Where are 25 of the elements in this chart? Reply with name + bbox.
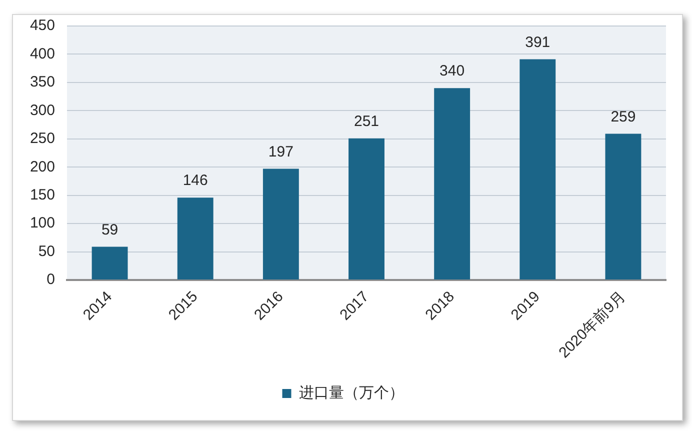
y-tick-label: 50 (38, 242, 55, 260)
data-label: 259 (610, 108, 636, 126)
y-tick-label: 350 (30, 74, 55, 91)
data-label: 251 (354, 112, 380, 130)
bar (177, 198, 214, 280)
data-label: 59 (101, 221, 118, 238)
bar (520, 59, 556, 280)
data-label: 146 (182, 172, 208, 190)
bar (92, 246, 128, 280)
bar (434, 88, 470, 280)
legend-label: 进口量（万个） (298, 384, 404, 402)
y-tick-label: 300 (30, 102, 55, 119)
data-label: 340 (440, 62, 465, 80)
y-tick-label: 0 (46, 271, 55, 288)
y-tick-label: 100 (30, 214, 55, 232)
data-label: 197 (268, 143, 294, 160)
data-label: 391 (525, 34, 550, 51)
bar (605, 134, 642, 280)
y-tick-label: 200 (30, 158, 55, 176)
y-tick-label: 150 (30, 186, 55, 204)
bar (262, 168, 299, 280)
y-tick-label: 400 (30, 45, 55, 62)
y-tick-label: 450 (30, 17, 55, 34)
bar (348, 138, 384, 280)
y-tick-label: 250 (30, 130, 55, 148)
